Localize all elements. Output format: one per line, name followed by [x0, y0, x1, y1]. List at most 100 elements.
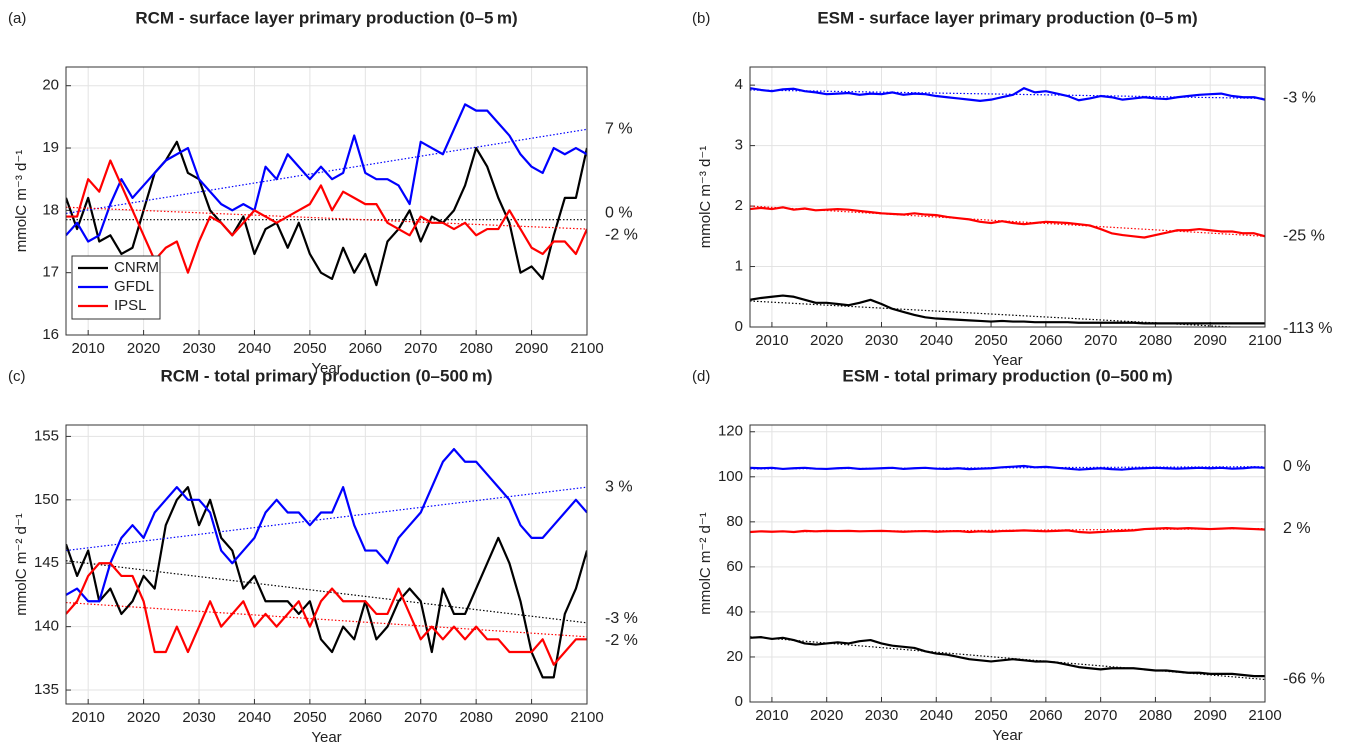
y-axis-label: mmolC m⁻² d⁻¹ [697, 512, 714, 615]
x-axis-label: Year [992, 352, 1022, 369]
legend-label: IPSL [114, 297, 147, 314]
y-tick-label: 0 [735, 318, 743, 335]
y-tick-label: 3 [735, 137, 743, 154]
x-tick-label: 2040 [238, 340, 271, 357]
y-tick-label: 155 [34, 427, 59, 444]
series-line [66, 486, 587, 679]
series-line [750, 527, 1265, 534]
y-tick-label: 80 [726, 513, 743, 530]
series-line [750, 464, 1265, 471]
trend-annotation: -2 % [605, 227, 638, 244]
x-tick-label: 2080 [1139, 707, 1172, 724]
trend-annotation: -2 % [605, 632, 638, 649]
y-tick-label: 150 [34, 491, 59, 508]
x-tick-label: 2100 [570, 709, 603, 726]
series-group [750, 464, 1265, 681]
chart-title: ESM - total primary production (0–500 m) [842, 366, 1172, 385]
x-tick-label: 2100 [1248, 707, 1281, 724]
x-tick-label: 2020 [127, 340, 160, 357]
y-tick-label: 4 [735, 76, 743, 93]
x-tick-label: 2060 [349, 340, 382, 357]
plot-area [750, 425, 1265, 702]
x-tick-label: 2020 [810, 332, 843, 349]
x-tick-label: 2100 [1248, 332, 1281, 349]
series-line [66, 562, 587, 666]
x-tick-label: 2070 [1084, 332, 1117, 349]
x-tick-label: 2050 [293, 709, 326, 726]
x-tick-label: 2010 [71, 709, 104, 726]
series-line [750, 636, 1265, 678]
x-tick-label: 2070 [1084, 707, 1117, 724]
y-tick-label: 120 [718, 423, 743, 440]
panel-label: (b) [692, 10, 710, 27]
x-tick-label: 2060 [349, 709, 382, 726]
series-line [66, 140, 587, 287]
y-tick-label: 1 [735, 258, 743, 275]
x-tick-label: 2050 [293, 340, 326, 357]
x-tick-label: 2080 [459, 709, 492, 726]
trend-annotation: 3 % [605, 478, 633, 495]
plot-frame [749, 66, 1266, 328]
panel-label: (a) [8, 10, 26, 27]
panel-label: (c) [8, 368, 26, 385]
trend-annotation: -3 % [1283, 90, 1316, 107]
x-tick-label: 2100 [570, 340, 603, 357]
x-tick-label: 2070 [404, 340, 437, 357]
x-tick-label: 2050 [974, 707, 1007, 724]
y-tick-label: 20 [726, 648, 743, 665]
series-line [750, 87, 1265, 102]
trend-annotation: 0 % [1283, 458, 1311, 475]
y-tick-label: 16 [42, 326, 59, 343]
y-tick-label: 17 [42, 264, 59, 281]
chart-title: RCM - surface layer primary production (… [135, 8, 517, 27]
x-tick-label: 2020 [127, 709, 160, 726]
x-tick-label: 2030 [865, 707, 898, 724]
chart-title: ESM - surface layer primary production (… [817, 8, 1197, 27]
y-tick-label: 140 [34, 618, 59, 635]
trend-annotation: -3 % [605, 610, 638, 627]
x-tick-label: 2010 [755, 707, 788, 724]
y-tick-label: 100 [718, 468, 743, 485]
x-tick-label: 2090 [1194, 332, 1227, 349]
y-tick-label: 19 [42, 139, 59, 156]
legend-label: CNRM [114, 259, 159, 276]
y-tick-label: 135 [34, 681, 59, 698]
trend-annotation: -66 % [1283, 671, 1325, 688]
y-tick-label: 60 [726, 558, 743, 575]
y-tick-label: 40 [726, 603, 743, 620]
y-axis-label: mmolC m⁻³ d⁻¹ [13, 150, 30, 253]
plot-area [750, 67, 1265, 327]
chart-title: RCM - total primary production (0–500 m) [160, 366, 492, 385]
x-tick-label: 2040 [920, 332, 953, 349]
series-line [750, 294, 1265, 325]
trend-annotation: -113 % [1283, 320, 1333, 337]
trend-annotation: 7 % [605, 121, 633, 138]
x-tick-label: 2060 [1029, 707, 1062, 724]
series-line [750, 206, 1265, 239]
x-tick-label: 2080 [1139, 332, 1172, 349]
series-group [750, 87, 1265, 327]
series-group [66, 103, 587, 287]
plot-frame [65, 424, 588, 705]
y-tick-label: 2 [735, 197, 743, 214]
x-tick-label: 2010 [755, 332, 788, 349]
plot-frame [749, 424, 1266, 703]
y-tick-label: 145 [34, 554, 59, 571]
plot-frame [65, 66, 588, 336]
trend-annotation: 2 % [1283, 520, 1311, 537]
panel-label: (d) [692, 368, 710, 385]
trend-line [66, 601, 587, 638]
x-tick-label: 2090 [1194, 707, 1227, 724]
x-tick-label: 2040 [238, 709, 271, 726]
series-line [66, 447, 587, 603]
x-tick-label: 2070 [404, 709, 437, 726]
x-tick-label: 2050 [974, 332, 1007, 349]
plot-area [66, 425, 587, 704]
x-tick-label: 2080 [459, 340, 492, 357]
series-group [66, 447, 587, 679]
y-axis-label: mmolC m⁻² d⁻¹ [13, 513, 30, 616]
x-axis-label: Year [311, 360, 341, 377]
legend-label: GFDL [114, 278, 154, 295]
x-tick-label: 2040 [920, 707, 953, 724]
y-axis-label: mmolC m⁻³ d⁻¹ [697, 146, 714, 249]
